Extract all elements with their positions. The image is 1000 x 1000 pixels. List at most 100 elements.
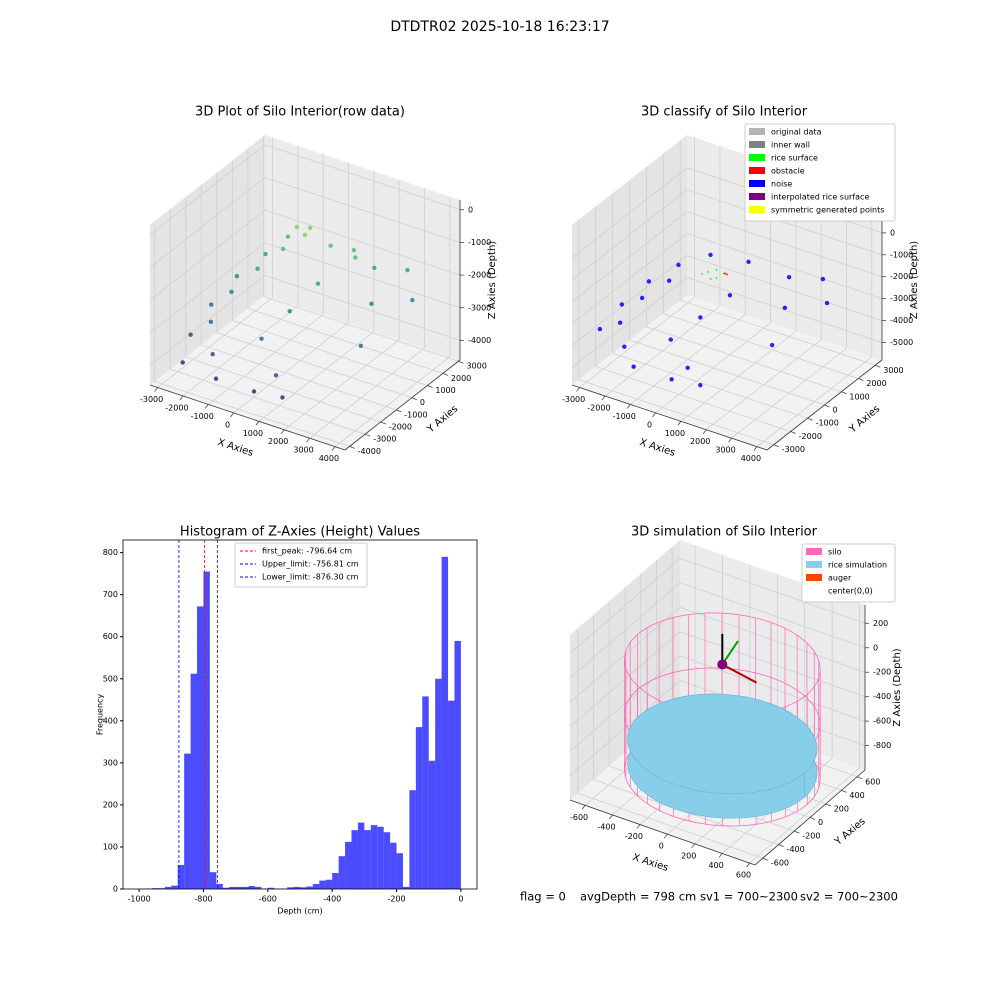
y-grid-line <box>612 352 808 419</box>
legend-label: Upper_limit: -756.81 cm <box>262 560 359 569</box>
y-grid-line <box>680 299 876 366</box>
y-axis-label: Frequency <box>96 694 105 736</box>
legend-box <box>801 543 896 603</box>
x-tick <box>663 833 668 839</box>
bar <box>370 825 378 889</box>
z-tick-label: 0 <box>890 228 895 237</box>
point <box>727 293 733 298</box>
y-tick-label: 300 <box>103 758 118 767</box>
x-axis-line <box>571 384 768 451</box>
y-tick-label: 600 <box>103 632 118 641</box>
x-tick <box>626 404 631 409</box>
z-grid-line <box>679 606 866 673</box>
legend-box <box>234 542 368 588</box>
y-axis-line <box>766 359 883 451</box>
y-axis-line <box>754 769 866 866</box>
y-tick-label: -3000 <box>782 445 805 454</box>
y-tick-label: -2000 <box>389 423 412 432</box>
point <box>315 281 321 286</box>
point <box>631 364 636 369</box>
legend-swatch <box>806 561 822 568</box>
x-tick-label: 0 <box>225 420 230 429</box>
point <box>188 332 193 337</box>
point <box>263 251 268 257</box>
point <box>328 243 333 248</box>
x-tick <box>154 387 158 392</box>
x-grid-line <box>208 314 324 405</box>
point <box>302 232 308 238</box>
x-tick-label: -400 <box>597 822 615 831</box>
bar <box>390 842 397 889</box>
point <box>287 308 292 314</box>
bar <box>435 678 442 889</box>
x-grid-line <box>233 322 349 414</box>
bar <box>171 885 178 889</box>
y-tick <box>365 433 371 437</box>
y-grid-line <box>646 326 842 393</box>
point <box>676 262 681 268</box>
y-tick <box>794 830 800 834</box>
x-tick-label: 1000 <box>243 429 263 438</box>
z-tick-label: 0 <box>873 643 878 652</box>
x-tick <box>677 421 682 426</box>
x-tick-label: 2000 <box>690 437 710 446</box>
point <box>646 279 652 284</box>
point <box>307 225 313 231</box>
bar <box>325 879 333 889</box>
y-tick-label: -600 <box>771 859 789 868</box>
bar <box>254 886 262 889</box>
y-grid-line <box>595 366 791 432</box>
y-tick-label: 200 <box>103 800 118 809</box>
y-axis-label: Y Axies <box>832 816 868 848</box>
x-tick-label: 0 <box>647 420 652 429</box>
z-grid-line <box>571 277 688 368</box>
y-axis-label: Y Axies <box>425 404 461 436</box>
legend-label: rice surface <box>771 154 818 163</box>
point <box>666 278 672 283</box>
z-tick-label: -2000 <box>468 271 491 280</box>
z-grid-line <box>264 275 461 341</box>
legend-label: noise <box>771 180 792 189</box>
bar <box>177 865 185 889</box>
y-tick-label: -200 <box>802 832 820 841</box>
point <box>726 273 729 276</box>
footer-sv2: sv2 = 700~2300 <box>800 890 898 904</box>
bar <box>319 880 326 889</box>
z-grid-line <box>569 582 681 679</box>
z-grid-line <box>686 211 883 278</box>
legend-label: obstacle <box>771 167 805 176</box>
x-tick-label: -1000 <box>613 412 636 421</box>
x-tick <box>753 446 758 451</box>
point <box>255 266 260 271</box>
x-tick-label: 1000 <box>665 429 685 438</box>
legend-swatch <box>749 128 765 135</box>
point <box>769 342 775 348</box>
x-tick-label: -1000 <box>127 895 150 904</box>
y-tick-label: 200 <box>834 804 849 813</box>
x-tick-label: -600 <box>570 813 588 822</box>
point <box>351 247 357 253</box>
z-tick-label: -2000 <box>890 272 913 281</box>
point <box>782 305 788 311</box>
y-tick <box>458 360 464 364</box>
legend-swatch <box>749 141 765 148</box>
subplot-title: Histogram of Z-Axies (Height) Values <box>180 525 420 540</box>
y-tick <box>807 417 813 421</box>
bar <box>222 887 230 889</box>
x-grid-line <box>309 347 425 439</box>
legend-label: rice simulation <box>828 561 887 570</box>
z-tick-label: 0 <box>468 205 473 214</box>
x-tick-label: 2000 <box>268 437 288 446</box>
bar <box>242 886 249 889</box>
legend-swatch <box>806 587 822 594</box>
bar <box>158 888 165 889</box>
bar <box>287 887 294 889</box>
z-grid-line <box>571 189 688 281</box>
legend-swatch <box>806 574 822 581</box>
bar <box>357 822 365 889</box>
x-tick <box>652 412 656 418</box>
x-tick <box>204 404 209 409</box>
legend-label: symmetric generated points <box>771 206 884 215</box>
legend-label: interpolated rice surface <box>771 193 869 202</box>
